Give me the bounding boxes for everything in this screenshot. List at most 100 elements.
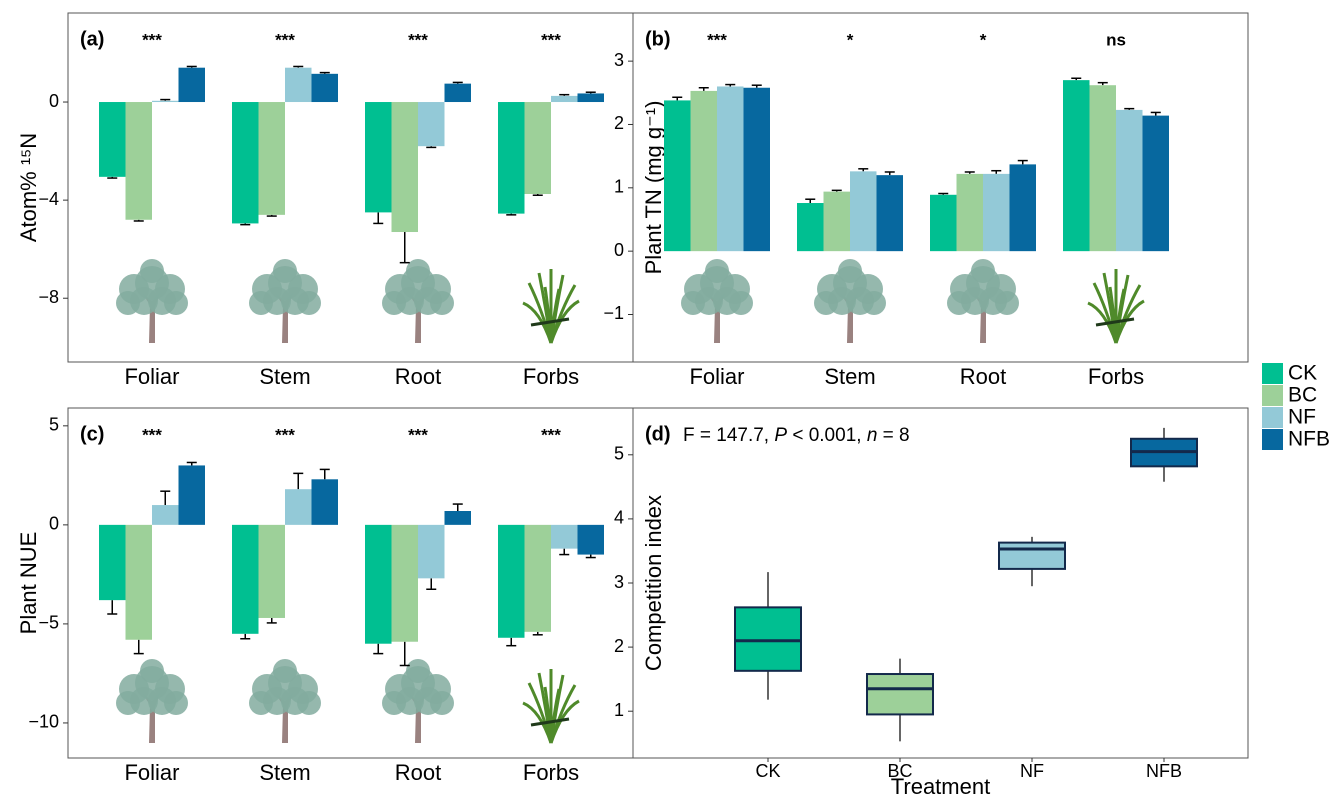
tree-icon bbox=[249, 659, 321, 743]
trunk bbox=[840, 291, 859, 343]
y-tick-label: 4 bbox=[614, 508, 624, 528]
legend-label: NFB bbox=[1288, 428, 1330, 451]
significance: *** bbox=[142, 425, 162, 444]
leaf-cluster bbox=[281, 687, 309, 715]
significance: * bbox=[847, 30, 854, 49]
x-tick-label: Forbs bbox=[523, 760, 579, 785]
bar bbox=[1063, 80, 1090, 252]
bar bbox=[365, 102, 392, 213]
y-tick-label: 2 bbox=[614, 636, 624, 656]
legend-swatch bbox=[1262, 429, 1283, 450]
leaf bbox=[1087, 301, 1118, 344]
leaf bbox=[549, 688, 561, 744]
bar bbox=[690, 90, 717, 252]
bar bbox=[365, 524, 392, 644]
x-tick-label: Foliar bbox=[124, 364, 179, 389]
annotation-part: F = 147.7, bbox=[683, 425, 774, 446]
bar bbox=[1089, 85, 1116, 252]
significance: *** bbox=[408, 425, 428, 444]
leaf bbox=[530, 717, 570, 727]
leaf-cluster bbox=[273, 259, 297, 283]
x-tick-label: Forbs bbox=[1088, 364, 1144, 389]
leaf-cluster bbox=[148, 687, 176, 715]
tree-icon bbox=[116, 259, 188, 343]
bar bbox=[232, 524, 259, 634]
bar bbox=[983, 173, 1010, 252]
x-tick-label: NF bbox=[1020, 761, 1044, 781]
bar bbox=[930, 194, 957, 252]
panel-label: (c) bbox=[80, 423, 104, 445]
bar bbox=[717, 86, 744, 252]
bar bbox=[577, 524, 604, 555]
significance: *** bbox=[541, 30, 561, 49]
y-axis-title: Competition index bbox=[641, 495, 666, 671]
forb-icon bbox=[1087, 269, 1145, 344]
x-tick-label: Forbs bbox=[523, 364, 579, 389]
significance: *** bbox=[275, 425, 295, 444]
box bbox=[866, 673, 934, 716]
tree-icon bbox=[947, 259, 1019, 343]
bar bbox=[551, 95, 578, 103]
y-axis-title: Plant NUE bbox=[16, 532, 41, 635]
x-axis-title: Treatment bbox=[891, 774, 990, 796]
x-tick-label: Foliar bbox=[124, 760, 179, 785]
bar bbox=[418, 524, 445, 579]
y-tick-label: −8 bbox=[38, 287, 59, 307]
trunk bbox=[142, 291, 161, 343]
annotation-part: n bbox=[867, 425, 878, 446]
tree-icon bbox=[249, 259, 321, 343]
x-tick-label: CK bbox=[755, 761, 780, 781]
leaf bbox=[530, 317, 570, 327]
significance: *** bbox=[541, 425, 561, 444]
trunk bbox=[707, 291, 726, 343]
significance: ns bbox=[1106, 30, 1126, 49]
legend-label: CK bbox=[1288, 362, 1317, 385]
tree-icon bbox=[382, 259, 454, 343]
leaf bbox=[1095, 317, 1135, 327]
y-tick-label: 0 bbox=[614, 240, 624, 260]
y-axis-title: Atom% ¹⁵N bbox=[16, 133, 41, 242]
bar bbox=[418, 102, 445, 147]
significance: *** bbox=[275, 30, 295, 49]
bar bbox=[498, 102, 525, 214]
bar bbox=[258, 102, 285, 215]
legend-label: NF bbox=[1288, 406, 1316, 429]
bar bbox=[577, 93, 604, 103]
bar bbox=[956, 173, 983, 252]
tree-icon bbox=[116, 659, 188, 743]
x-tick-label: Root bbox=[395, 364, 441, 389]
leaf-cluster bbox=[148, 287, 176, 315]
bar bbox=[258, 524, 285, 618]
bar bbox=[311, 73, 338, 103]
bar bbox=[524, 524, 551, 632]
bar bbox=[823, 191, 850, 252]
y-tick-label: 3 bbox=[614, 572, 624, 592]
bar bbox=[125, 524, 152, 640]
y-tick-label: −10 bbox=[28, 712, 59, 732]
forb-icon bbox=[522, 669, 580, 744]
leaf-cluster bbox=[838, 259, 862, 283]
y-tick-label: 1 bbox=[614, 177, 624, 197]
x-tick-label: BC bbox=[887, 761, 912, 781]
trunk bbox=[408, 291, 427, 343]
panel-label: (a) bbox=[80, 28, 104, 50]
bar bbox=[797, 203, 824, 252]
leaf bbox=[1114, 288, 1126, 344]
bar bbox=[1116, 109, 1143, 252]
panel-label: (b) bbox=[645, 28, 671, 50]
leaf-cluster bbox=[846, 287, 874, 315]
x-tick-label: NFB bbox=[1146, 761, 1182, 781]
trunk bbox=[275, 291, 294, 343]
box bbox=[734, 606, 802, 672]
bar bbox=[876, 175, 903, 252]
y-tick-label: 3 bbox=[614, 50, 624, 70]
significance: *** bbox=[408, 30, 428, 49]
leaf bbox=[522, 701, 553, 744]
leaf bbox=[549, 288, 561, 344]
bar bbox=[551, 524, 578, 549]
significance: *** bbox=[142, 30, 162, 49]
y-tick-label: −5 bbox=[38, 613, 59, 633]
x-tick-label: Stem bbox=[259, 364, 310, 389]
y-tick-label: −1 bbox=[603, 303, 624, 323]
annotation-part: < 0.001, bbox=[787, 425, 867, 446]
